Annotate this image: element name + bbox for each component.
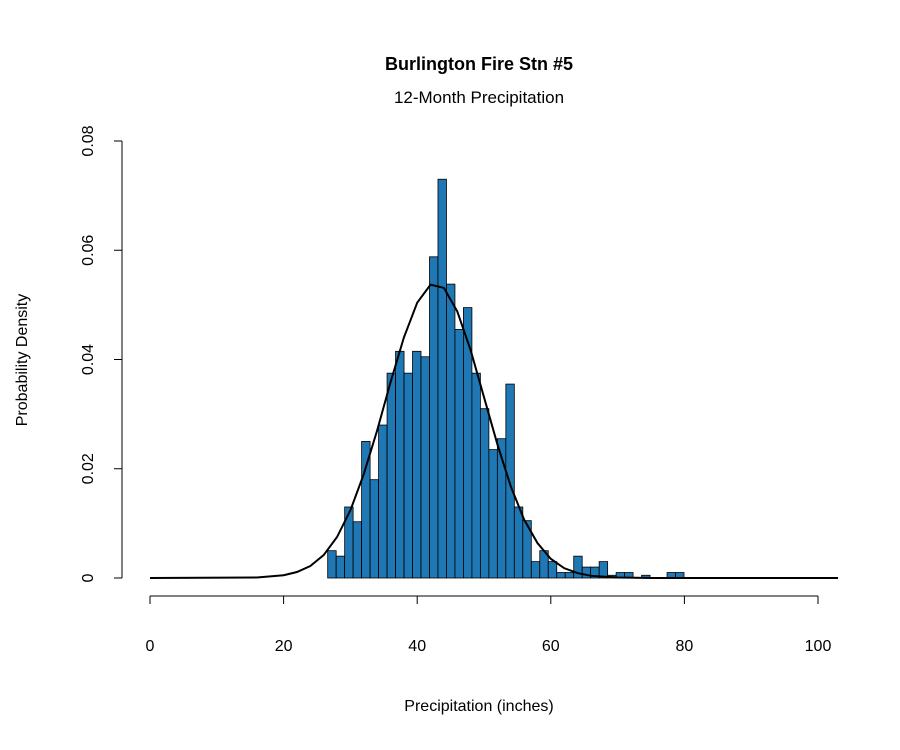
y-tick-label: 0.02 xyxy=(80,453,97,484)
bar xyxy=(471,372,481,579)
bar xyxy=(378,424,388,579)
bar xyxy=(412,350,422,579)
y-tick-label: 0.04 xyxy=(80,344,97,375)
x-tick-label: 40 xyxy=(408,638,426,655)
bar xyxy=(530,561,541,579)
bar xyxy=(429,256,439,579)
bar xyxy=(598,561,609,579)
x-tick-label: 60 xyxy=(542,638,560,655)
y-tick-label: 0.06 xyxy=(80,235,97,266)
bar xyxy=(479,408,490,579)
bar xyxy=(352,521,363,579)
bar xyxy=(437,178,447,579)
bar xyxy=(454,329,464,579)
bar xyxy=(361,441,371,579)
bar xyxy=(395,350,405,579)
y-axis-label: Probability Density xyxy=(14,294,31,427)
x-tick-label: 0 xyxy=(146,638,155,655)
bar xyxy=(386,372,396,579)
bar xyxy=(335,555,346,579)
x-tick-label: 80 xyxy=(676,638,694,655)
y-tick-label: 0.08 xyxy=(80,125,97,156)
x-axis-label: Precipitation (inches) xyxy=(404,698,553,715)
bar xyxy=(556,572,566,579)
bar xyxy=(522,520,532,579)
bar xyxy=(547,561,558,579)
density-curve xyxy=(149,283,839,579)
bar xyxy=(446,283,456,579)
x-tick-label: 20 xyxy=(275,638,293,655)
bar xyxy=(420,356,430,579)
bar xyxy=(327,550,337,579)
bar xyxy=(513,506,524,579)
bar xyxy=(488,449,498,579)
chart-subtitle: 12-Month Precipitation xyxy=(394,88,564,107)
x-tick-label: 100 xyxy=(805,638,832,655)
y-tick-label: 0 xyxy=(80,573,97,582)
bar xyxy=(564,572,575,579)
bar xyxy=(403,372,413,579)
chart-title: Burlington Fire Stn #5 xyxy=(385,54,573,74)
bar xyxy=(369,479,379,579)
